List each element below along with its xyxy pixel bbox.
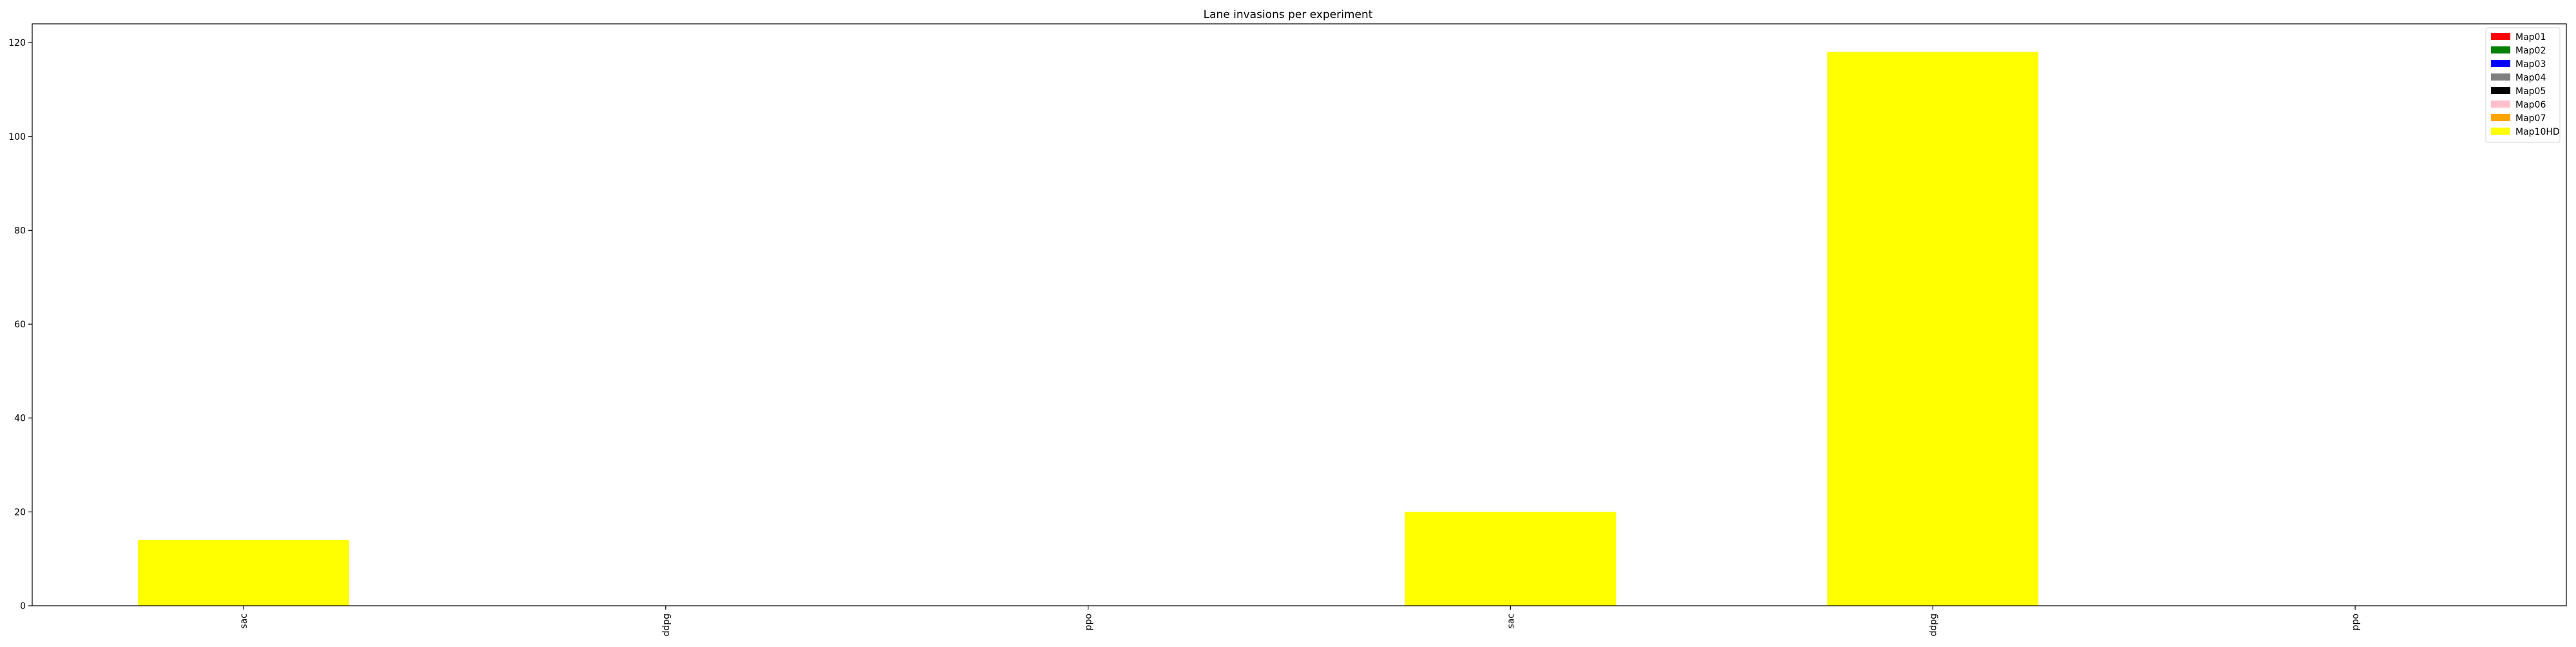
x-tick-label-ppo-2: ppo — [1084, 613, 1094, 630]
legend-frame — [2485, 27, 2561, 143]
bar-map10hd-ddpg-4 — [1827, 52, 2039, 606]
bar-map10hd-sac-3 — [1405, 512, 1616, 606]
y-tick-label-0: 0 — [20, 601, 26, 612]
legend-swatch-map05 — [2491, 87, 2510, 94]
bar-map10hd-sac-0 — [137, 540, 349, 606]
bars-layer — [137, 52, 2039, 606]
y-tick-label-40: 40 — [14, 414, 26, 424]
legend-swatch-map07 — [2491, 114, 2510, 121]
plot-frame — [32, 23, 2567, 606]
legend-label-map07: Map07 — [2515, 113, 2546, 124]
legend-label-map05: Map05 — [2515, 86, 2546, 97]
y-tick-label-120: 120 — [8, 38, 26, 48]
legend: Map01 Map02 Map03 Map04 Map05 Map06 Map07 Map10… — [2485, 27, 2561, 143]
legend-swatch-map03 — [2491, 60, 2510, 67]
legend-swatch-map06 — [2491, 101, 2510, 108]
x-tick-label-ddpg-4: ddpg — [1928, 613, 1938, 637]
x-tick-label-ppo-5: ppo — [2351, 613, 2361, 630]
legend-label-map04: Map04 — [2515, 73, 2546, 83]
legend-swatch-map10hd — [2491, 128, 2510, 135]
x-tick-label-ddpg-1: ddpg — [661, 613, 672, 637]
legend-swatch-map02 — [2491, 46, 2510, 53]
x-tick-label-sac-0: sac — [239, 613, 249, 629]
legend-label-map03: Map03 — [2515, 59, 2546, 70]
chart-title: Lane invasions per experiment — [1204, 8, 1373, 21]
legend-label-map01: Map01 — [2515, 32, 2546, 43]
y-tick-label-80: 80 — [14, 226, 26, 236]
y-tick-label-20: 20 — [14, 507, 26, 517]
y-tick-label-60: 60 — [14, 320, 26, 330]
legend-label-map02: Map02 — [2515, 46, 2546, 56]
legend-label-map06: Map06 — [2515, 100, 2546, 110]
legend-swatch-map01 — [2491, 33, 2510, 40]
x-tick-label-sac-3: sac — [1506, 613, 1516, 629]
y-tick-label-100: 100 — [8, 132, 26, 142]
legend-swatch-map04 — [2491, 73, 2510, 81]
legend-label-map10hd: Map10HD — [2515, 127, 2560, 137]
axes-layer: 0 20 40 60 80 100 120 sac ddpg ppo sac ddpg ppo — [8, 23, 2567, 637]
